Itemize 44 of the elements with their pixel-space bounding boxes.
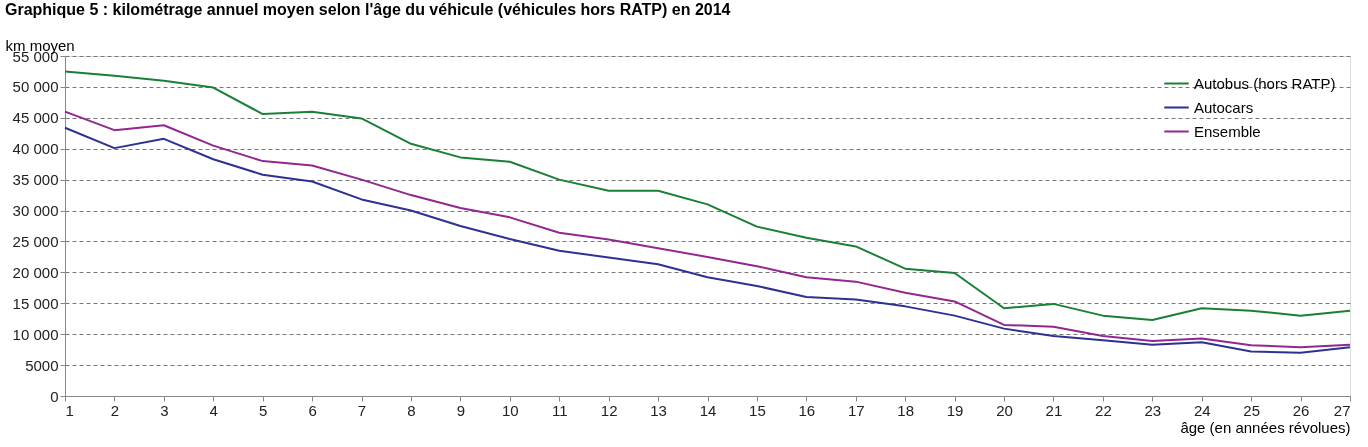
x-tick-label: 1 bbox=[65, 401, 74, 419]
legend-label: Autobus (hors RATP) bbox=[1194, 74, 1336, 92]
x-tick-label: 13 bbox=[650, 401, 667, 419]
y-tick-label: 30 000 bbox=[12, 202, 59, 220]
x-tick-label: 12 bbox=[600, 401, 618, 419]
x-tick-label: 6 bbox=[308, 401, 317, 419]
x-tick-label: 22 bbox=[1095, 401, 1112, 419]
x-tick-label: 7 bbox=[357, 401, 367, 419]
x-tick-label: 4 bbox=[209, 401, 218, 419]
y-tick-label: 0 bbox=[50, 387, 59, 405]
line-series bbox=[64, 70, 1351, 321]
x-tick-label: 18 bbox=[897, 401, 915, 419]
x-tick-label: 24 bbox=[1193, 401, 1211, 419]
x-tick-label: 26 bbox=[1292, 401, 1310, 419]
x-tick-label: 20 bbox=[996, 401, 1013, 419]
x-tick-label: 27 bbox=[1333, 401, 1351, 419]
x-tick-label: 19 bbox=[946, 401, 964, 419]
x-tick-label: 16 bbox=[798, 401, 816, 419]
x-axis-title: âge (en années révolues) bbox=[1180, 418, 1351, 436]
y-tick-label: 15 000 bbox=[12, 294, 59, 312]
y-tick-label: 50 000 bbox=[12, 78, 59, 96]
x-tick-label: 10 bbox=[501, 401, 519, 419]
x-tick-label: 3 bbox=[160, 401, 169, 419]
y-tick-label: 20 000 bbox=[12, 263, 59, 281]
x-tick-label: 14 bbox=[699, 401, 717, 419]
legend-label: Ensemble bbox=[1194, 122, 1261, 140]
legend-label: Autocars bbox=[1194, 98, 1254, 116]
x-tick-label: 15 bbox=[749, 401, 766, 419]
x-tick-label: 11 bbox=[551, 401, 568, 419]
x-tick-label: 9 bbox=[456, 401, 466, 419]
y-tick-label: 10 000 bbox=[12, 325, 59, 343]
x-tick-label: 23 bbox=[1144, 401, 1162, 419]
x-tick-label: 8 bbox=[407, 401, 416, 419]
x-tick-label: 21 bbox=[1045, 401, 1063, 419]
chart-title: Graphique 5 : kilométrage annuel moyen selon l'âge du véhicule (véhicules hors RATP) en 2014 bbox=[5, 1, 731, 18]
y-tick-label: 35 000 bbox=[12, 171, 59, 189]
y-tick-label: 25 000 bbox=[12, 232, 59, 250]
y-tick-label: 45 000 bbox=[12, 109, 59, 127]
y-tick-label: 5000 bbox=[25, 356, 59, 374]
y-tick-label: 40 000 bbox=[12, 140, 59, 158]
x-tick-label: 2 bbox=[110, 401, 120, 419]
x-tick-label: 17 bbox=[847, 401, 865, 419]
x-tick-label: 5 bbox=[259, 401, 268, 419]
x-tick-label: 25 bbox=[1243, 401, 1260, 419]
